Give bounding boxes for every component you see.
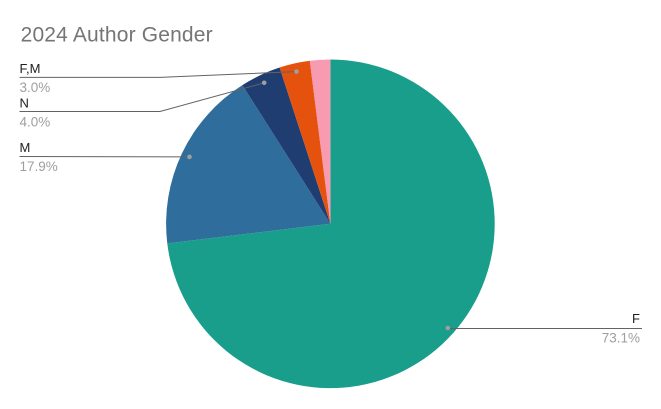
svg-text:4.0%: 4.0% [20, 114, 51, 129]
svg-text:M: M [20, 140, 31, 155]
svg-text:2024 Author Gender: 2024 Author Gender [21, 23, 213, 46]
svg-text:N: N [20, 96, 29, 111]
svg-text:F,M: F,M [20, 61, 41, 76]
svg-text:17.9%: 17.9% [20, 159, 58, 174]
svg-text:3.0%: 3.0% [20, 80, 51, 95]
svg-text:F: F [632, 311, 640, 326]
svg-text:73.1%: 73.1% [602, 330, 640, 345]
